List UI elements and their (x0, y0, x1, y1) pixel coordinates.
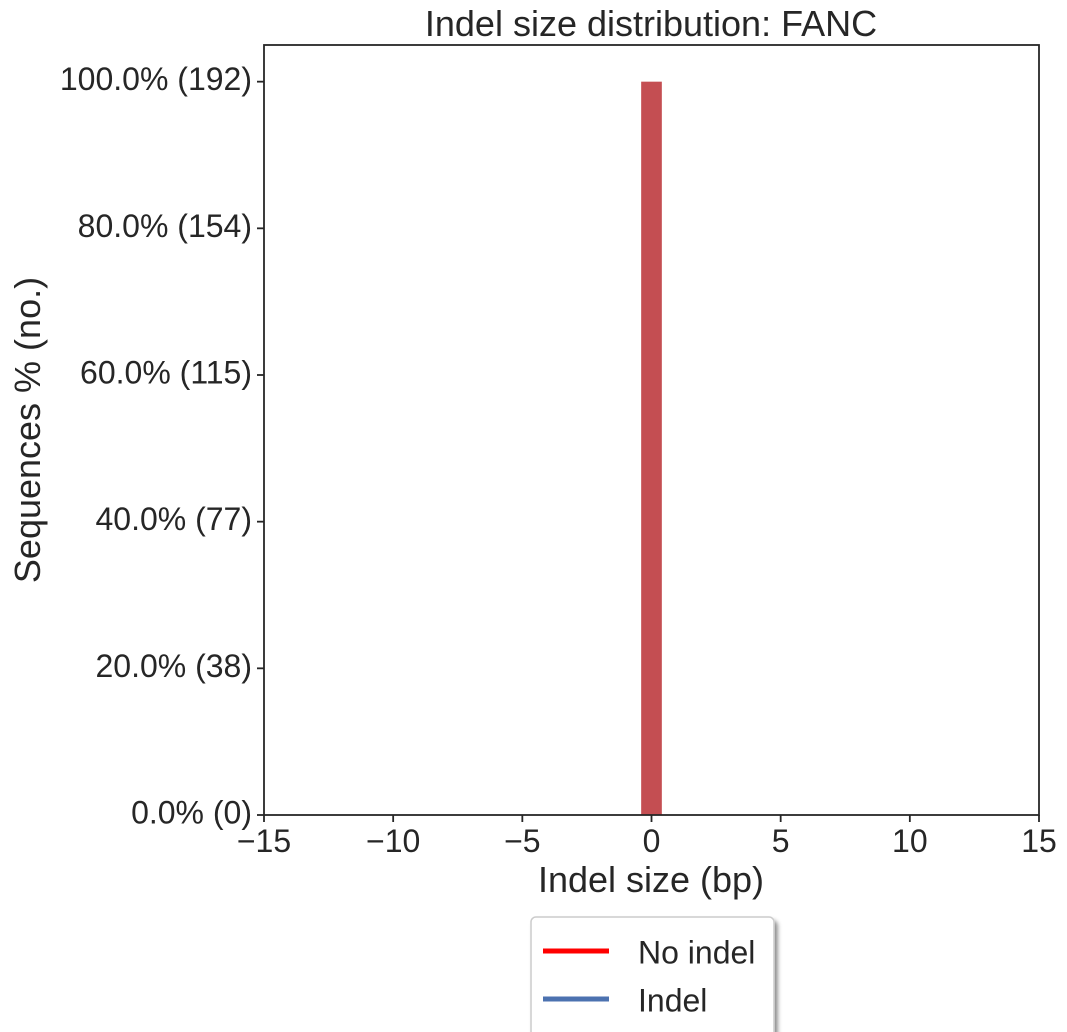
y-tick-label: 20.0% (38) (95, 648, 252, 684)
chart-title: Indel size distribution: FANC (425, 3, 877, 44)
x-tick-label: 10 (892, 823, 928, 859)
x-axis: −15 −10 −5 0 5 10 15 (237, 815, 1057, 859)
x-tick-label: −10 (366, 823, 420, 859)
legend-box (530, 916, 775, 1032)
plot-area (641, 81, 662, 815)
legend-label-indel: Indel (638, 982, 707, 1018)
y-tick-label: 80.0% (154) (78, 208, 252, 244)
x-tick-label: −5 (504, 823, 540, 859)
y-axis: 0.0% (0) 20.0% (38) 40.0% (77) 60.0% (115) 8… (60, 61, 264, 830)
x-tick-label: 5 (772, 823, 790, 859)
legend: No indel Indel (530, 916, 775, 1032)
y-tick-label: 60.0% (115) (80, 354, 252, 390)
x-tick-label: −15 (237, 823, 291, 859)
bar-0 (641, 81, 662, 815)
y-tick-label: 100.0% (192) (60, 61, 252, 97)
x-axis-label: Indel size (bp) (538, 859, 764, 900)
y-axis-label: Sequences % (no.) (7, 277, 48, 583)
y-tick-label: 40.0% (77) (95, 501, 252, 537)
legend-label-no-indel: No indel (638, 934, 755, 970)
x-tick-label: 15 (1021, 823, 1057, 859)
y-tick-label: 0.0% (0) (131, 794, 252, 830)
x-tick-label: 0 (643, 823, 661, 859)
